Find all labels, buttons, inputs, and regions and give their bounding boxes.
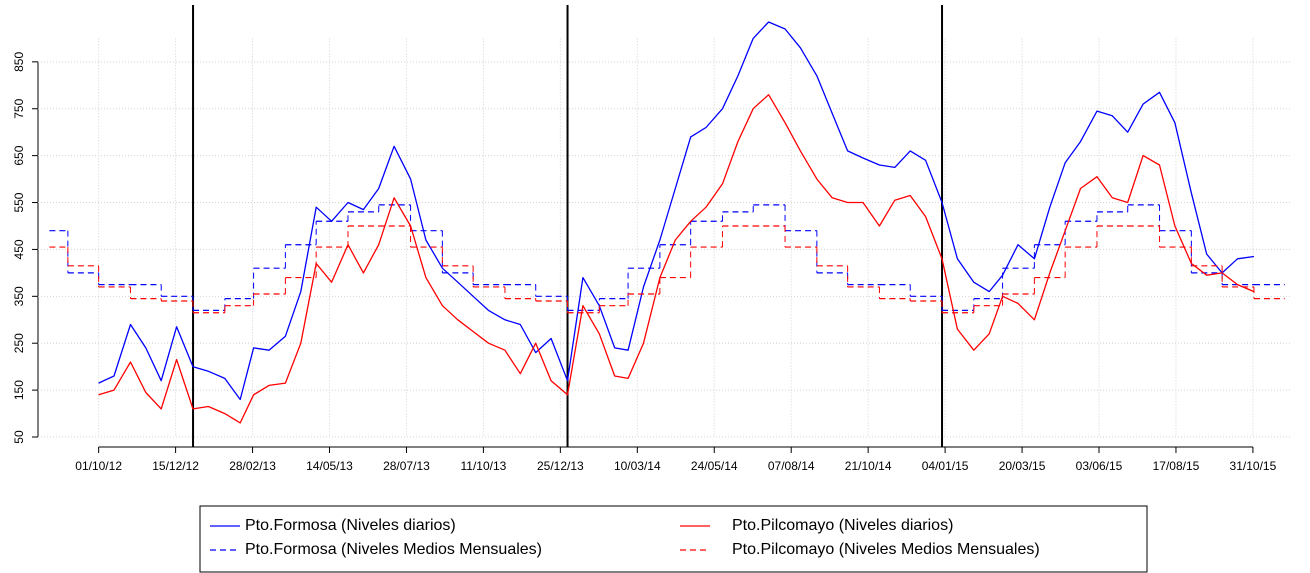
- legend-label: Pto.Pilcomayo (Niveles Medios Mensuales): [732, 541, 1040, 558]
- y-tick-label: 650: [12, 145, 26, 165]
- x-tick-label: 04/01/15: [922, 459, 969, 473]
- daily-line: [98, 94, 1255, 424]
- x-tick-label: 28/07/13: [383, 459, 430, 473]
- x-tick-label: 31/10/15: [1230, 459, 1277, 473]
- x-tick-label: 28/02/13: [229, 459, 276, 473]
- x-tick-label: 25/12/13: [537, 459, 584, 473]
- x-tick-label: 14/05/13: [306, 459, 353, 473]
- y-tick-label: 250: [12, 333, 26, 353]
- x-tick-label: 20/03/15: [999, 459, 1046, 473]
- y-tick-label: 450: [12, 239, 26, 259]
- x-tick-label: 07/08/14: [768, 459, 815, 473]
- y-tick-label: 550: [12, 192, 26, 212]
- x-tick-label: 15/12/12: [152, 459, 199, 473]
- legend: Pto.Formosa (Niveles diarios) Pto.Formosa…: [210, 517, 1040, 558]
- x-tick-label: 17/08/15: [1153, 459, 1200, 473]
- y-tick-label: 750: [12, 98, 26, 118]
- y-tick-label: 50: [12, 430, 26, 444]
- y-tick-label: 350: [12, 286, 26, 306]
- y-tick-label: 850: [12, 52, 26, 72]
- legend-label: Pto.Formosa (Niveles Medios Mensuales): [245, 541, 542, 558]
- x-tick-label: 03/06/15: [1076, 459, 1123, 473]
- x-tick-label: 11/10/13: [460, 459, 506, 473]
- daily-line: [98, 21, 1254, 401]
- x-tick-label: 10/03/14: [614, 459, 661, 473]
- x-tick-label: 21/10/14: [845, 459, 892, 473]
- y-tick-label: 150: [12, 380, 26, 400]
- legend-box: [199, 505, 1148, 573]
- legend-label: Pto.Pilcomayo (Niveles diarios): [732, 517, 953, 534]
- x-tick-label: 24/05/14: [691, 459, 738, 473]
- x-tick-label: 01/10/12: [75, 459, 122, 473]
- legend-label: Pto.Formosa (Niveles diarios): [245, 517, 456, 534]
